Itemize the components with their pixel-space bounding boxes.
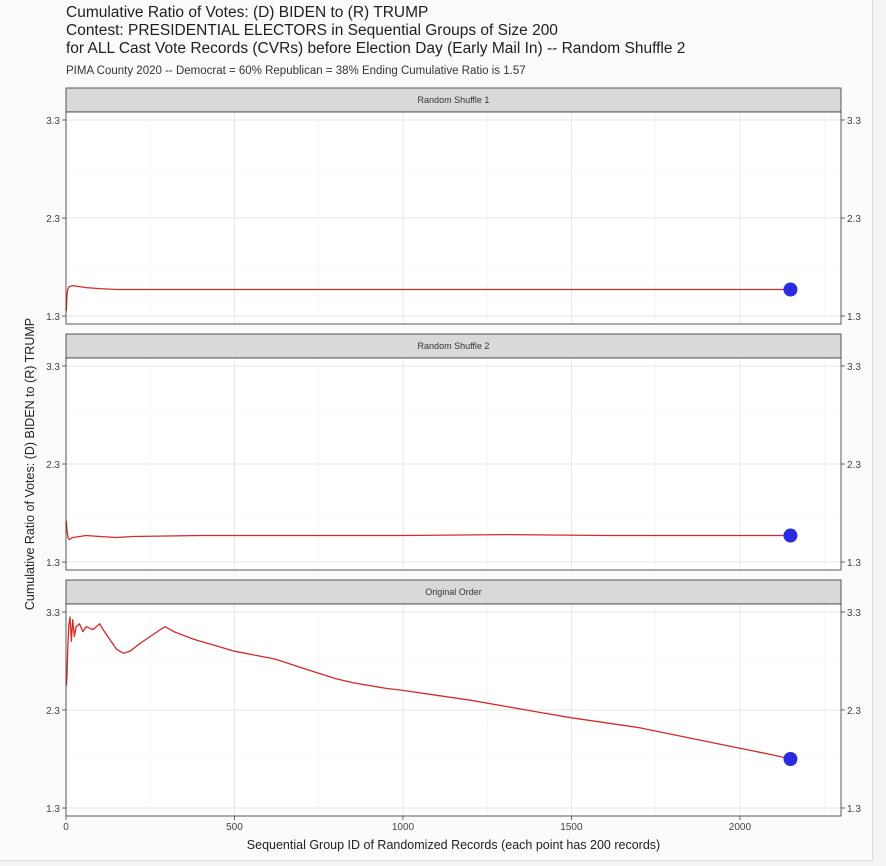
title-line-2: Contest: PRESIDENTIAL ELECTORS in Sequen… — [66, 22, 558, 39]
y-axis-title: Cumulative Ratio of Votes: (D) BIDEN to … — [23, 318, 37, 610]
series-line — [65, 616, 791, 760]
x-tick-label: 1000 — [392, 822, 415, 833]
y-tick-label-left: 2.3 — [46, 706, 60, 717]
chart-subtitle: PIMA County 2020 -- Democrat = 60% Repub… — [66, 65, 526, 77]
y-tick-label-right: 1.3 — [847, 312, 861, 323]
end-point-marker — [783, 282, 798, 297]
facet-strip-label: Original Order — [425, 587, 482, 597]
x-tick-label: 500 — [226, 822, 243, 833]
y-tick-label-left: 3.3 — [46, 608, 60, 619]
y-tick-label-right: 3.3 — [847, 608, 861, 619]
y-tick-label-right: 3.3 — [847, 362, 861, 373]
end-point-marker — [783, 752, 798, 766]
x-axis-title: Sequential Group ID of Randomized Record… — [247, 838, 660, 852]
facet-strip — [65, 579, 842, 605]
x-tick-label: 1500 — [560, 822, 583, 833]
y-tick-label-left: 1.3 — [46, 558, 60, 569]
x-tick-label: 2000 — [729, 822, 752, 833]
y-tick-label-right: 3.3 — [847, 116, 861, 127]
chart-title: Cumulative Ratio of Votes: (D) BIDEN to … — [66, 4, 685, 58]
y-tick-label-right: 2.3 — [847, 706, 861, 717]
x-tick-label: 0 — [63, 822, 69, 833]
series-line — [65, 284, 791, 312]
facet-strip — [65, 87, 842, 113]
facet-strip-label: Random Shuffle 2 — [418, 341, 490, 351]
y-tick-label-right: 1.3 — [847, 558, 861, 569]
y-tick-label-left: 1.3 — [46, 804, 60, 815]
y-tick-label-left: 3.3 — [46, 362, 60, 373]
y-tick-label-left: 3.3 — [46, 116, 60, 127]
title-line-3: for ALL Cast Vote Records (CVRs) before … — [66, 40, 686, 57]
y-tick-label-left: 1.3 — [46, 312, 60, 323]
y-tick-label-left: 2.3 — [46, 460, 60, 471]
end-point-marker — [783, 528, 798, 543]
facet-strip-label: Random Shuffle 1 — [418, 95, 490, 105]
y-tick-label-left: 2.3 — [46, 214, 60, 225]
y-tick-label-right: 2.3 — [847, 214, 861, 225]
y-tick-label-right: 1.3 — [847, 804, 861, 815]
series-line — [65, 520, 791, 541]
y-tick-label-right: 2.3 — [847, 460, 861, 471]
title-line-1: Cumulative Ratio of Votes: (D) BIDEN to … — [66, 4, 429, 21]
